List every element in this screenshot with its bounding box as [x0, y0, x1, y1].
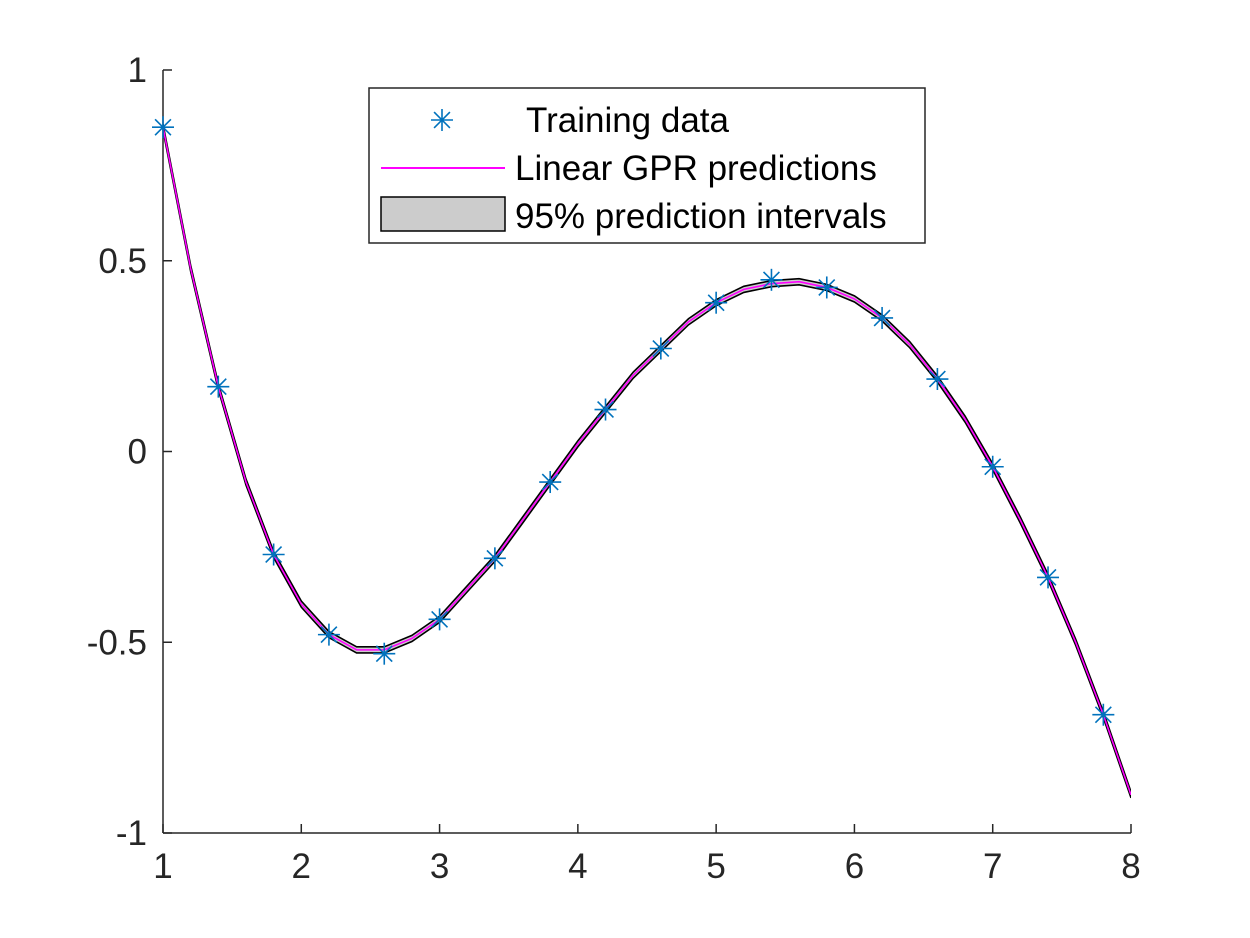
legend-label-prediction: Linear GPR predictions [515, 149, 877, 188]
training-point [152, 116, 174, 139]
x-tick-label: 1 [153, 847, 172, 886]
training-point [1037, 566, 1060, 589]
x-tick-label: 3 [430, 847, 449, 886]
legend-label-interval: 95% prediction intervals [515, 197, 887, 236]
legend-label-training: Training data [526, 101, 730, 140]
y-tick-label: 1 [128, 51, 147, 90]
training-point [760, 268, 783, 291]
x-tick-label: 7 [983, 847, 1002, 886]
training-point [373, 642, 396, 665]
x-tick-label: 4 [568, 847, 587, 886]
x-tick-label: 8 [1121, 847, 1140, 886]
training-point [317, 623, 340, 646]
x-tick-label: 6 [845, 847, 864, 886]
y-tick-label: 0 [128, 433, 147, 472]
legend-asterisk [431, 109, 453, 131]
training-point [981, 455, 1004, 478]
legend-marker-patch [380, 196, 506, 232]
training-point [705, 291, 728, 314]
training-point [871, 306, 894, 329]
x-tick-label: 5 [706, 847, 725, 886]
legend-marker-asterisk [431, 109, 453, 131]
training-point [207, 375, 230, 398]
legend-entry-training: Training data [431, 101, 730, 140]
y-tick-label: -1 [116, 814, 147, 853]
training-point [483, 547, 506, 570]
y-tick-label: -0.5 [87, 623, 147, 662]
training-point [262, 543, 285, 566]
x-tick-label: 2 [292, 847, 311, 886]
legend-entry-prediction: Linear GPR predictions [381, 149, 877, 188]
training-point [815, 276, 838, 299]
y-tick-label: 0.5 [98, 242, 147, 281]
legend-entry-interval: 95% prediction intervals [380, 196, 887, 236]
training-point [926, 368, 949, 391]
training-point [594, 398, 617, 421]
training-point [428, 608, 451, 631]
training-point [539, 471, 562, 494]
axes: 1 2 3 4 5 6 7 8 1 0.5 0 -0.5 -1 [87, 51, 1141, 886]
training-point [1092, 703, 1115, 726]
training-point [649, 337, 672, 360]
legend: Training data Linear GPR predictions 95%… [368, 87, 926, 244]
